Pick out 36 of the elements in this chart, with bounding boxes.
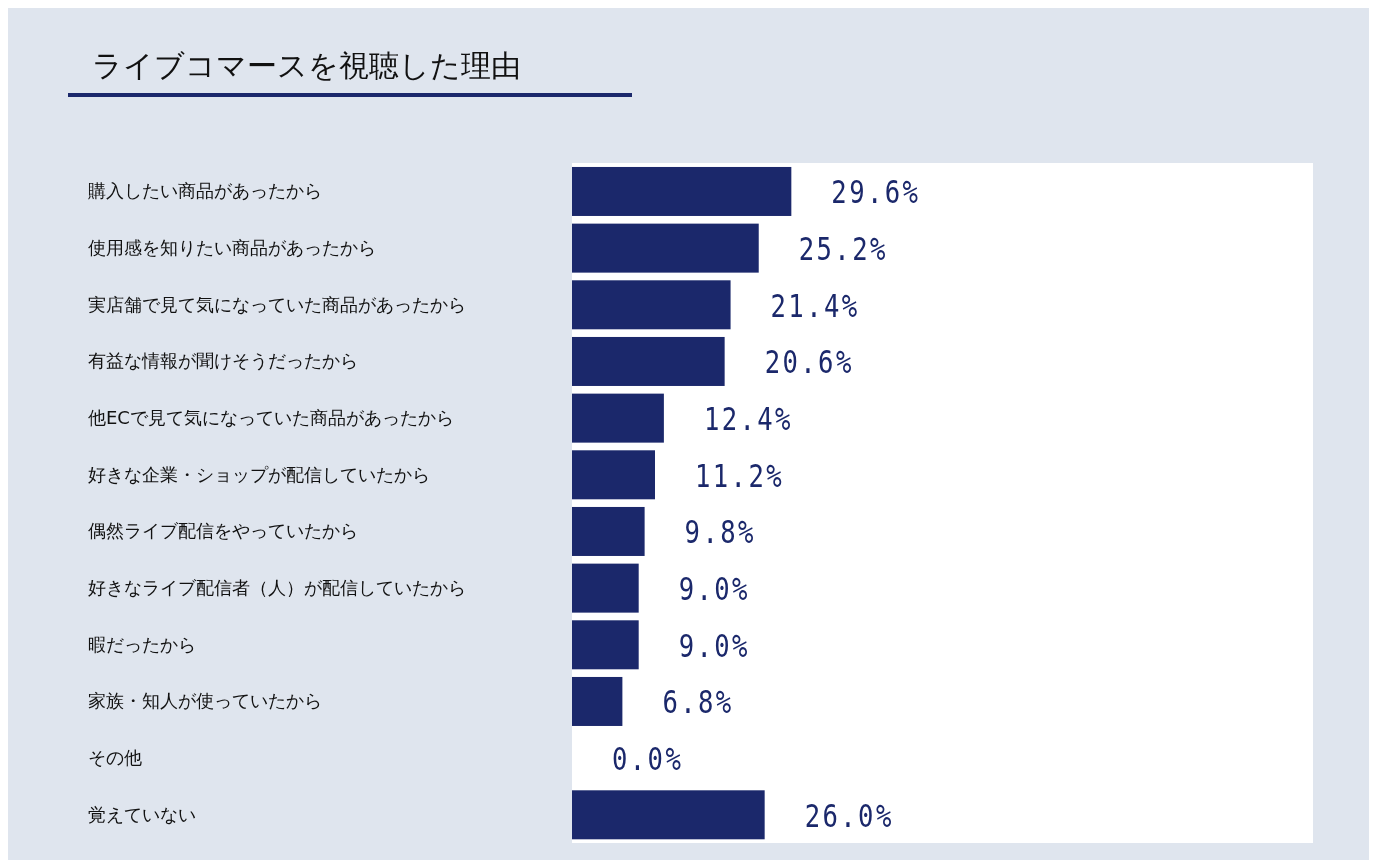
data-label: 9.0% — [678, 570, 750, 608]
y-tick-label: 好きな企業・ショップが配信していたから — [88, 463, 430, 485]
data-label: 9.0% — [678, 626, 750, 665]
data-label: 6.8% — [662, 683, 734, 722]
bar — [572, 166, 792, 216]
bar — [572, 450, 655, 500]
bar — [572, 676, 623, 726]
data-label: 29.6% — [831, 173, 921, 212]
y-tick-label: 好きなライブ配信者（人）が配信していたから — [88, 577, 466, 598]
data-label: 0.0% — [612, 740, 684, 778]
bar — [572, 506, 645, 556]
bar — [572, 790, 765, 840]
y-tick-label: 覚えていない — [88, 803, 196, 825]
data-label: 11.2% — [694, 456, 785, 495]
y-tick-label: 偶然ライブ配信をやっていたから — [88, 520, 358, 542]
y-tick-label: 購入したい商品があったから — [88, 180, 322, 202]
data-label: 12.4% — [703, 400, 793, 438]
bar — [572, 336, 725, 386]
data-label: 25.2% — [798, 230, 888, 268]
bar — [572, 620, 639, 670]
bar — [572, 280, 731, 330]
text: ライブコマースを視聴した理由 — [68, 46, 632, 97]
bar — [572, 563, 639, 613]
data-label: 9.8% — [684, 513, 756, 552]
y-tick-label: 使用感を知りたい商品があったから — [88, 237, 376, 258]
y-tick-label: その他 — [88, 747, 142, 768]
bar — [572, 393, 664, 443]
data-label: 20.6% — [764, 343, 854, 382]
data-label: 26.0% — [804, 796, 894, 835]
data-label: 21.4% — [770, 286, 860, 325]
y-tick-label: 他ECで見て気になっていた商品があったから — [88, 407, 454, 428]
y-tick-label: 実店舗で見て気になっていた商品があったから — [88, 293, 466, 315]
bar — [572, 223, 759, 273]
y-tick-label: 暇だったから — [88, 633, 196, 655]
y-tick-label: 家族・知人が使っていたから — [88, 690, 322, 712]
y-tick-label: 有益な情報が聞けそうだったから — [88, 350, 358, 372]
